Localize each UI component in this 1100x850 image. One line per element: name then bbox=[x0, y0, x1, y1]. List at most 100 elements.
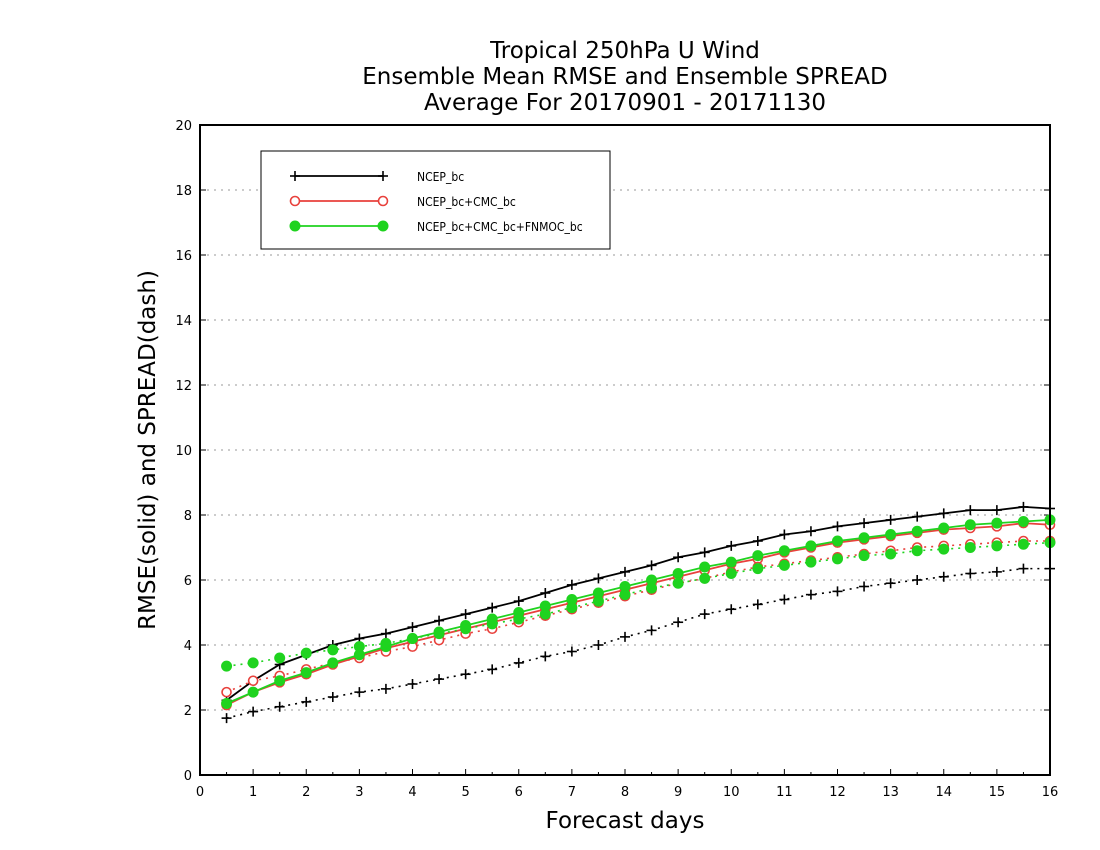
spread-point bbox=[859, 581, 870, 592]
spread-point bbox=[221, 713, 232, 724]
rmse-point bbox=[805, 540, 817, 552]
rmse-point bbox=[832, 535, 843, 547]
rmse-point bbox=[991, 505, 1002, 516]
rmse-line-0 bbox=[226, 505, 1051, 701]
series-1 bbox=[221, 517, 1056, 711]
spread-point bbox=[301, 696, 312, 707]
spread-point bbox=[407, 679, 418, 689]
x-tick-label-7: 7 bbox=[568, 785, 576, 800]
spread-point bbox=[247, 675, 259, 687]
spread-point bbox=[991, 540, 1003, 552]
spread-point bbox=[247, 657, 259, 669]
spread-point bbox=[912, 575, 923, 585]
legend-box bbox=[260, 150, 611, 250]
rmse-point bbox=[726, 540, 737, 551]
chart-title-line-3: Average For 20170901 - 20171130 bbox=[423, 90, 827, 116]
x-tick-label-0: 0 bbox=[196, 785, 204, 800]
spread-point bbox=[354, 687, 365, 698]
legend: NCEP_bc NCEP_bc+CMC_bc NCEP_bc+CMC_bc+FNMO… bbox=[260, 150, 611, 250]
x-axis-label: Forecast days bbox=[545, 808, 705, 834]
spread-point bbox=[539, 608, 551, 620]
rmse-line-2 bbox=[226, 518, 1051, 705]
x-tick-label-8: 8 bbox=[621, 785, 629, 800]
chart-title-line-1: Tropical 250hPa U Wind bbox=[490, 38, 760, 64]
rmse-point bbox=[1018, 501, 1029, 512]
rmse-point bbox=[699, 561, 711, 573]
spread-line-1 bbox=[226, 540, 1050, 693]
rmse-point bbox=[779, 529, 790, 540]
legend-label-0: NCEP_bc bbox=[417, 170, 464, 184]
spread-point bbox=[566, 646, 577, 657]
rmse-point bbox=[646, 560, 657, 571]
x-tick-label-9: 9 bbox=[674, 785, 682, 800]
y-tick-label-8: 8 bbox=[184, 509, 192, 524]
x-tick-label-6: 6 bbox=[515, 785, 523, 800]
legend-marker-left bbox=[289, 220, 301, 232]
spread-point bbox=[779, 594, 790, 605]
spread-point bbox=[938, 571, 949, 582]
spread-point bbox=[221, 660, 233, 672]
rmse-point bbox=[964, 519, 976, 531]
spread-point bbox=[248, 706, 259, 717]
spread-point bbox=[619, 589, 631, 601]
legend-marker-right bbox=[377, 220, 389, 232]
spread-point bbox=[221, 686, 232, 698]
rmse-point bbox=[327, 657, 339, 669]
spread-point bbox=[672, 577, 684, 589]
spread-point bbox=[460, 669, 471, 680]
x-tick-label-3: 3 bbox=[355, 785, 363, 800]
x-tick-label-2: 2 bbox=[302, 785, 310, 800]
spread-point bbox=[1018, 563, 1029, 574]
spread-point bbox=[646, 625, 657, 636]
rmse-point bbox=[859, 518, 870, 529]
rmse-point bbox=[300, 667, 312, 679]
rmse-point bbox=[938, 508, 949, 519]
rmse-line-1 bbox=[226, 522, 1051, 706]
rmse-point bbox=[885, 529, 897, 540]
x-tick-label-16: 16 bbox=[1042, 785, 1059, 800]
spread-point bbox=[380, 683, 391, 694]
series-0 bbox=[221, 501, 1055, 724]
rmse-point bbox=[699, 547, 710, 558]
spread-point bbox=[752, 563, 764, 575]
spread-point bbox=[805, 589, 816, 600]
series-2 bbox=[221, 514, 1056, 709]
y-tick-label-14: 14 bbox=[175, 314, 192, 329]
x-tick-label-1: 1 bbox=[249, 785, 257, 800]
rmse-point bbox=[247, 686, 259, 698]
spread-point bbox=[434, 674, 445, 685]
rmse-point bbox=[380, 628, 391, 639]
x-tick-label-12: 12 bbox=[829, 785, 846, 800]
grid-lines bbox=[200, 189, 1050, 711]
spread-point bbox=[725, 568, 737, 579]
legend-marker-right bbox=[378, 171, 388, 181]
rmse-point bbox=[912, 511, 923, 522]
x-tick-label-11: 11 bbox=[776, 785, 793, 800]
x-tick-label-15: 15 bbox=[989, 785, 1006, 800]
rmse-point bbox=[911, 525, 923, 537]
rmse-point bbox=[752, 550, 764, 562]
spread-point bbox=[566, 602, 578, 614]
rmse-point bbox=[460, 609, 471, 620]
spread-point bbox=[885, 578, 896, 589]
spread-point bbox=[593, 640, 604, 650]
rmse-point bbox=[274, 675, 286, 687]
y-tick-label-18: 18 bbox=[175, 184, 192, 199]
x-tick-label-4: 4 bbox=[408, 785, 416, 800]
rmse-point bbox=[778, 545, 790, 557]
legend-item-0: NCEP_bc bbox=[290, 170, 464, 184]
spread-point bbox=[646, 582, 658, 594]
rmse-point bbox=[991, 517, 1003, 529]
chart-title-line-2: Ensemble Mean RMSE and Ensemble SPREAD bbox=[362, 64, 888, 90]
y-tick-label-0: 0 bbox=[184, 769, 192, 784]
rmse-point bbox=[620, 566, 630, 577]
y-axis-label: RMSE(solid) and SPREAD(dash) bbox=[135, 270, 161, 630]
rmse-point bbox=[725, 556, 737, 568]
rmse-point bbox=[407, 622, 418, 633]
spread-point bbox=[327, 692, 338, 702]
spread-point bbox=[832, 553, 843, 565]
legend-label-2: NCEP_bc+CMC_bc+FNMOC_bc bbox=[417, 220, 583, 234]
legend-marker-right bbox=[377, 195, 389, 207]
spread-point bbox=[1017, 538, 1029, 550]
